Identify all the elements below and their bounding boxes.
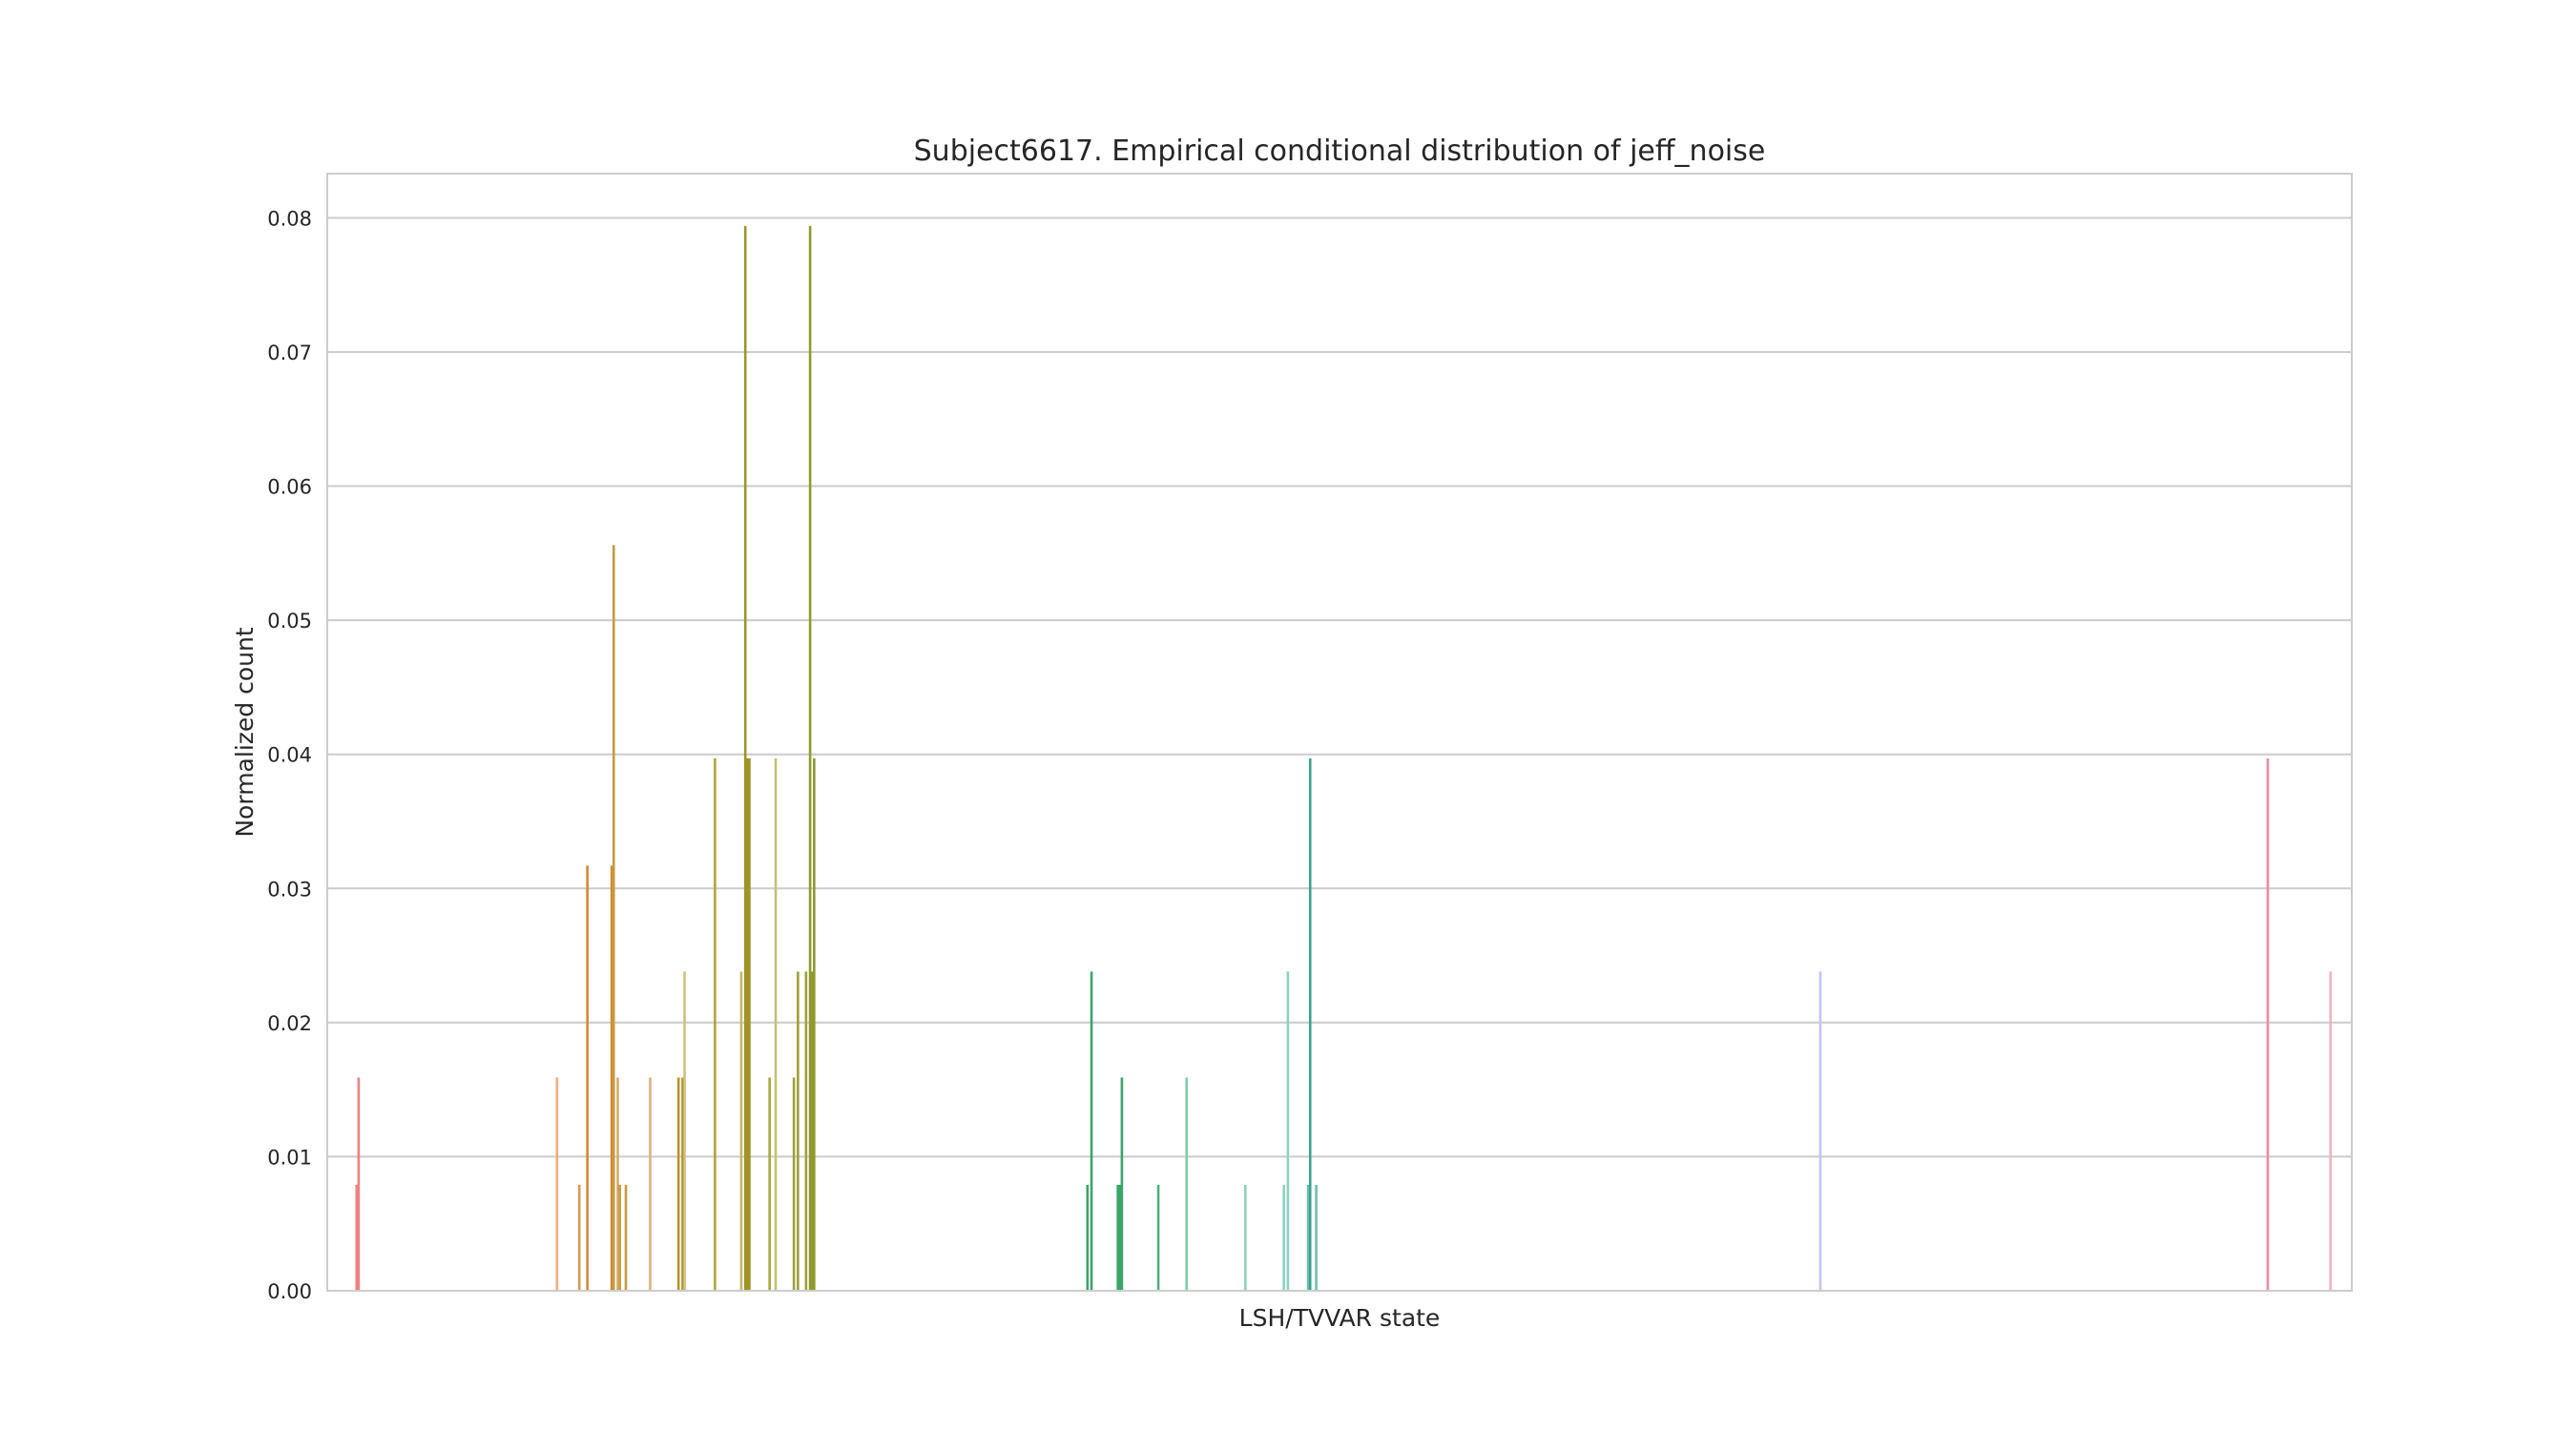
bar — [739, 971, 743, 1291]
bar — [683, 971, 686, 1291]
bar — [743, 225, 747, 1291]
plot-frame — [326, 173, 2353, 1292]
y-tick-label: 0.02 — [267, 1012, 312, 1035]
bar — [676, 1077, 680, 1291]
y-tick-label: 0.08 — [267, 207, 312, 230]
bar — [555, 1077, 559, 1291]
bar — [1315, 1184, 1318, 1291]
bar — [1286, 971, 1290, 1291]
bar — [1308, 757, 1312, 1291]
bar — [774, 757, 778, 1291]
chart-title: Subject6617. Empirical conditional distr… — [914, 135, 1766, 168]
y-tick-label: 0.06 — [267, 476, 312, 499]
bar — [1120, 1077, 1124, 1291]
bar — [624, 1184, 628, 1291]
bar — [355, 1184, 359, 1291]
bar — [2266, 757, 2270, 1291]
bar — [2329, 971, 2333, 1291]
bar — [792, 1077, 796, 1291]
bar — [1116, 1184, 1119, 1291]
bar — [746, 757, 749, 1291]
y-tick-label: 0.05 — [267, 610, 312, 633]
bar — [357, 1077, 361, 1291]
bar — [618, 1184, 621, 1291]
bar — [1118, 1184, 1122, 1291]
bar — [612, 545, 615, 1291]
y-tick-labels: 0.00 0.01 0.02 0.03 0.04 0.05 0.06 0.07 0.08 — [267, 207, 312, 1303]
bar — [681, 1077, 684, 1291]
bar — [610, 865, 613, 1291]
bars — [355, 225, 2333, 1291]
bar — [1090, 971, 1093, 1291]
y-tick-label: 0.03 — [267, 878, 312, 901]
y-tick-label: 0.00 — [267, 1280, 312, 1303]
bar — [1086, 1184, 1090, 1291]
y-tick-label: 0.01 — [267, 1146, 312, 1169]
bar — [714, 757, 717, 1291]
bar — [616, 1077, 619, 1291]
bar — [808, 225, 812, 1291]
bar — [1244, 1184, 1247, 1291]
bar — [1306, 1184, 1310, 1291]
bar — [804, 971, 808, 1291]
y-tick-label: 0.07 — [267, 342, 312, 364]
bar — [577, 1184, 581, 1291]
bar — [813, 757, 816, 1291]
bar — [649, 1077, 652, 1291]
bar — [797, 971, 800, 1291]
y-tick-label: 0.04 — [267, 744, 312, 767]
bar — [810, 971, 814, 1291]
bar — [586, 865, 589, 1291]
bar — [748, 757, 751, 1291]
x-axis-label: LSH/TVVAR state — [1239, 1304, 1441, 1332]
y-axis-label: Normalized count — [231, 627, 259, 837]
bar — [1185, 1077, 1189, 1291]
bar — [768, 1077, 771, 1291]
bar — [1282, 1184, 1285, 1291]
bar — [1156, 1184, 1160, 1291]
bar — [1818, 971, 1822, 1291]
